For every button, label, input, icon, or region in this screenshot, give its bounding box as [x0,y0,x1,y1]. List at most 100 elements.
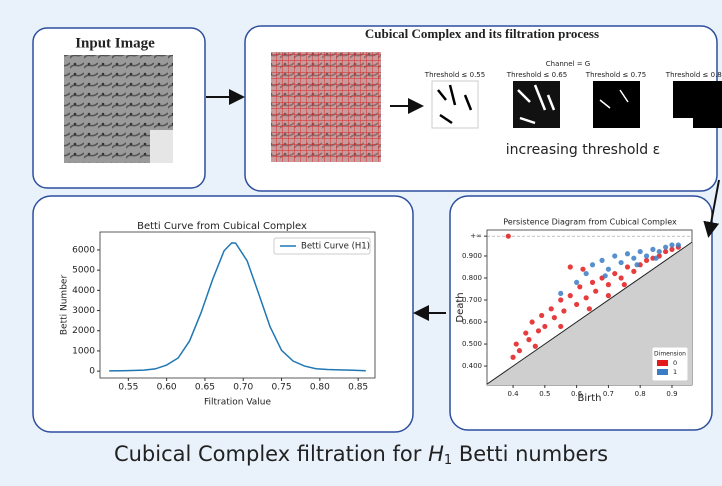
point [505,233,511,239]
input-image [64,55,173,163]
y-tick-label: 6000 [72,245,95,255]
threshold-label: Threshold ≤ 0.75 [585,71,646,79]
point [624,251,631,257]
panel-title: Input Image [75,35,155,51]
x-tick-label: 0.6 [571,390,583,398]
y-tick-label: 0.800 [462,274,482,282]
y-axis-label: Death [455,292,466,322]
caption-text: Betti numbers [452,442,608,466]
legend-label: 0 [673,359,677,367]
point [621,282,627,288]
point [675,242,681,248]
point [602,273,608,279]
x-axis-label: Filtration Value [204,398,272,408]
arrow [703,179,720,238]
chart-title: Betti Curve from Cubical Complex [137,221,307,232]
point [574,301,580,308]
x-tick-label: 0.65 [195,383,215,393]
line [109,242,366,372]
x-tick-label: 0.8 [635,390,646,398]
y-tick-label: 0.700 [462,296,482,304]
point [669,242,675,248]
y-tick-label: 0 [89,367,95,377]
threshold-caption: increasing threshold ε [506,142,660,158]
point [663,248,669,255]
threshold-label: Threshold ≤ 0.85 [665,71,722,79]
point [669,246,675,252]
point [558,290,564,297]
y-tick-label: 3000 [72,306,95,316]
legend-title: Dimension [654,351,686,358]
point [510,354,516,360]
threshold-images [431,80,722,129]
point [558,297,564,303]
point [605,293,612,299]
legend-label: Betti Curve (H1) [301,242,370,252]
point [523,330,529,336]
x-tick-label: 0.70 [233,383,253,393]
x-axis-label: Birth [577,393,601,404]
y-tick-label: +∞ [470,232,482,240]
x-tick-label: 0.75 [272,383,292,393]
channel-label: Channel = G [546,60,590,68]
point [599,257,605,263]
point [663,244,669,250]
legend-box [273,237,371,255]
x-tick-label: 0.4 [507,390,519,398]
point [567,293,573,299]
legend-swatch [657,360,668,366]
grid-image [271,52,381,162]
point [634,262,640,268]
chart-title: Persistence Diagram from Cubical Complex [503,218,677,227]
y-tick-label: 0.500 [462,340,482,348]
point [593,288,599,294]
caption-text: Cubical Complex filtration for [114,442,428,466]
x-tick-label: 0.9 [666,390,677,398]
point [605,282,612,288]
x-tick-label: 0.60 [157,383,177,393]
point [612,270,618,277]
point [558,323,564,330]
point [589,279,596,286]
point [548,306,554,312]
y-tick-label: 2000 [72,326,95,336]
point [618,275,624,281]
point [580,266,586,272]
point [605,266,612,272]
point [650,246,656,252]
y-tick-label: 5000 [72,266,95,276]
point [567,264,573,270]
x-tick-label: 0.55 [118,383,138,393]
plot-area [99,231,376,379]
point [589,262,596,268]
point [551,315,557,321]
y-tick-label: 0.400 [462,362,482,370]
y-tick-label: 0.600 [462,318,482,326]
point [526,337,532,343]
x-tick-label: 0.5 [539,390,550,398]
point [637,248,643,255]
point [643,253,650,259]
caption: Cubical Complex filtration for H1 Betti … [114,442,608,468]
point [612,253,618,259]
point [542,323,548,330]
point [539,312,545,319]
point [561,308,567,314]
caption-symbol: H [428,442,444,466]
point [529,319,535,325]
y-tick-label: 0.900 [462,252,482,260]
y-tick-label: 4000 [72,286,95,296]
point [656,248,662,255]
x-tick-label: 0.85 [348,383,368,393]
point [618,259,624,266]
point [516,348,523,354]
point [532,343,538,349]
point [586,306,592,312]
y-axis-label: Betti Number [60,275,70,336]
point [583,270,589,277]
caption-subscript: 1 [444,453,452,468]
point [643,257,650,263]
point [624,264,631,270]
